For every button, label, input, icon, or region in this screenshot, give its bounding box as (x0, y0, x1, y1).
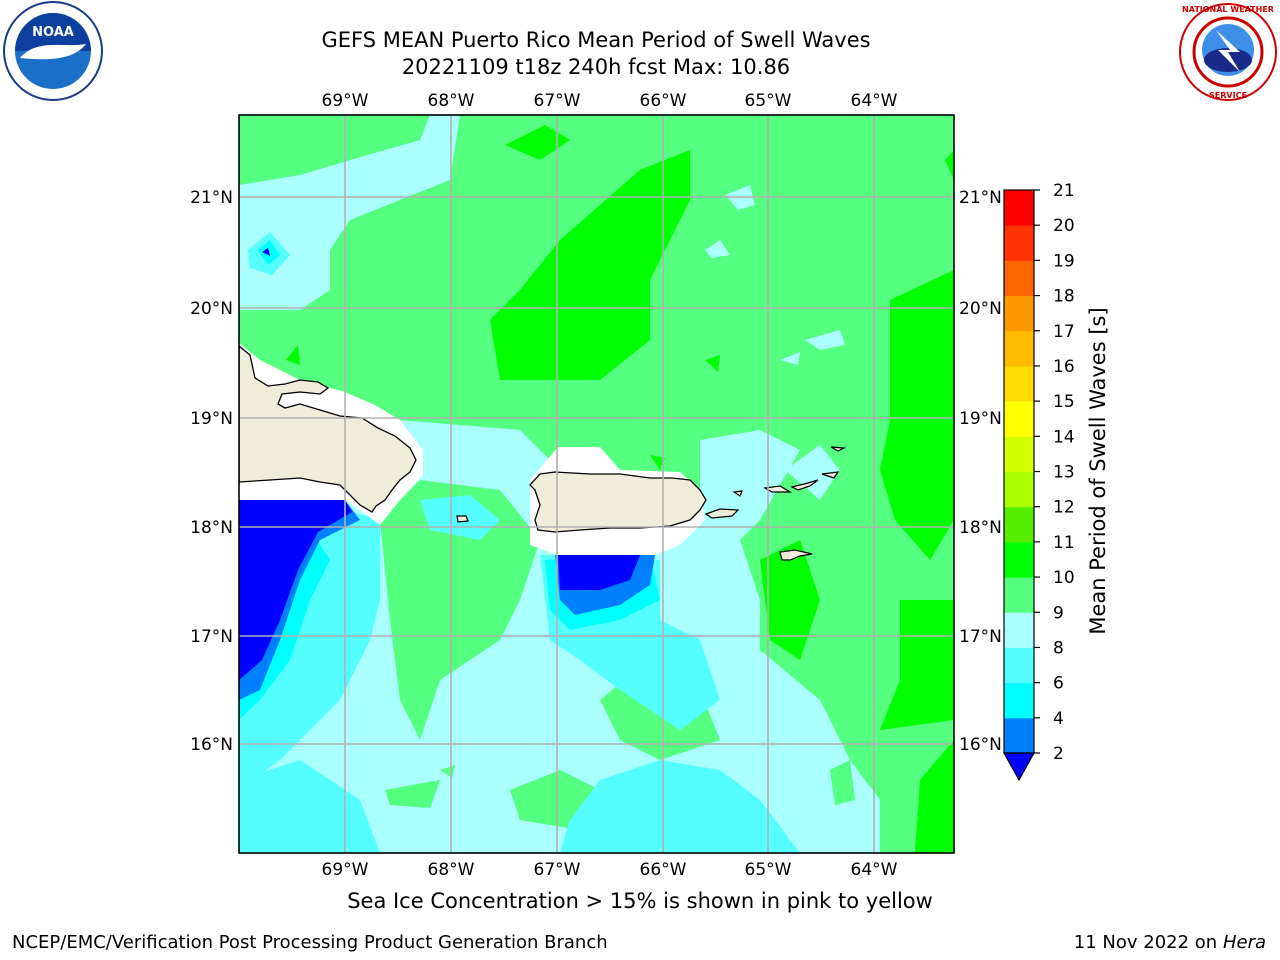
colorbar-tick-label: 4 (1053, 709, 1064, 729)
svg-text:SERVICE: SERVICE (1209, 91, 1247, 100)
lat-label-left: 17°N (190, 627, 233, 647)
colorbar-segment (1004, 717, 1034, 754)
colorbar-tick-label: 12 (1053, 498, 1075, 518)
lon-label-bottom: 66°W (640, 860, 687, 880)
colorbar-segment (1004, 682, 1034, 719)
footer-date-text: 11 Nov 2022 on (1073, 932, 1218, 953)
colorbar-tick-label: 11 (1053, 533, 1075, 553)
sea-ice-note: Sea Ice Concentration > 15% is shown in … (347, 889, 933, 913)
hispaniola-land (239, 345, 417, 513)
chart-subtitle: 20221109 t18z 240h fcst Max: 10.86 (401, 55, 791, 79)
puerto-rico-land (529, 471, 707, 533)
colorbar-segment (1004, 647, 1034, 684)
colorbar-tick-label: 16 (1053, 357, 1075, 377)
colorbar-segment (1004, 471, 1034, 508)
svg-text:NATIONAL WEATHER: NATIONAL WEATHER (1182, 5, 1274, 14)
colorbar-tick-label: 10 (1053, 568, 1075, 588)
colorbar-segment (1004, 401, 1034, 437)
colorbar-segment (1004, 577, 1034, 613)
colorbar-tick-label: 13 (1053, 463, 1075, 483)
lon-label-top: 66°W (640, 91, 687, 111)
colorbar-tick-label: 15 (1053, 392, 1075, 412)
lon-label-bottom: 69°W (322, 860, 369, 880)
footer-date: 11 Nov 2022 on Hera (1074, 932, 1266, 953)
colorbar-segment (1004, 330, 1034, 367)
lon-label-bottom: 65°W (745, 860, 792, 880)
lon-label-bottom: 64°W (851, 860, 898, 880)
footer-credit: NCEP/EMC/Verification Post Processing Pr… (12, 932, 608, 953)
lon-label-top: 65°W (745, 91, 792, 111)
lat-label-right: 20°N (959, 299, 1002, 319)
lon-label-top: 67°W (534, 91, 581, 111)
lat-label-right: 21°N (959, 188, 1002, 208)
lon-label-top: 64°W (851, 91, 898, 111)
swell-period-field (239, 115, 954, 853)
colorbar-segment (1004, 506, 1034, 543)
lat-label-right: 16°N (959, 735, 1002, 755)
lat-label-left: 21°N (190, 188, 233, 208)
colorbar-label: Mean Period of Swell Waves [s] (1086, 307, 1110, 634)
colorbar-segment (1004, 365, 1034, 402)
colorbar-segment (1004, 436, 1034, 472)
colorbar-segment (1004, 612, 1034, 648)
lon-label-bottom: 67°W (534, 860, 581, 880)
chart-title: GEFS MEAN Puerto Rico Mean Period of Swe… (321, 28, 871, 52)
colorbar-segment (1004, 541, 1034, 578)
lat-label-left: 19°N (190, 409, 233, 429)
colorbar-tick-label: 2 (1053, 744, 1064, 764)
lat-label-left: 16°N (190, 735, 233, 755)
colorbar-tick-label: 19 (1053, 251, 1075, 271)
lat-label-right: 18°N (959, 518, 1002, 538)
map-frame (238, 114, 955, 854)
colorbar-tick-label: 20 (1053, 216, 1075, 236)
noaa-logo-text: NOAA (32, 25, 74, 40)
colorbar: 2 4 6 8 9 10 11 12 13 14 15 16 17 18 19 20 21 (1002, 181, 1075, 782)
lon-label-bottom: 68°W (428, 860, 475, 880)
lat-label-left: 20°N (190, 299, 233, 319)
colorbar-extend-arrow (1002, 752, 1036, 782)
colorbar-tick-label: 17 (1053, 322, 1075, 342)
colorbar-segment (1004, 295, 1034, 332)
colorbar-segment (1004, 260, 1034, 297)
colorbar-segment (1004, 225, 1034, 261)
lon-label-top: 68°W (428, 91, 475, 111)
lat-label-right: 17°N (959, 627, 1002, 647)
colorbar-tick-label: 21 (1053, 181, 1075, 201)
lon-label-top: 69°W (322, 91, 369, 111)
colorbar-tick-label: 14 (1053, 427, 1075, 447)
footer-machine: Hera (1222, 932, 1266, 953)
colorbar-tick-label: 8 (1053, 638, 1064, 658)
map-gridlines (239, 115, 954, 853)
lat-label-right: 19°N (959, 409, 1002, 429)
colorbar-tick-label: 6 (1053, 674, 1064, 694)
noaa-logo-icon: NOAA (3, 1, 103, 101)
colorbar-tick-label: 18 (1053, 287, 1075, 307)
colorbar-segment (1004, 190, 1034, 226)
colorbar-tick-label: 9 (1053, 603, 1064, 623)
lat-label-left: 18°N (190, 518, 233, 538)
nws-logo-icon: NATIONAL WEATHER SERVICE (1179, 3, 1277, 101)
